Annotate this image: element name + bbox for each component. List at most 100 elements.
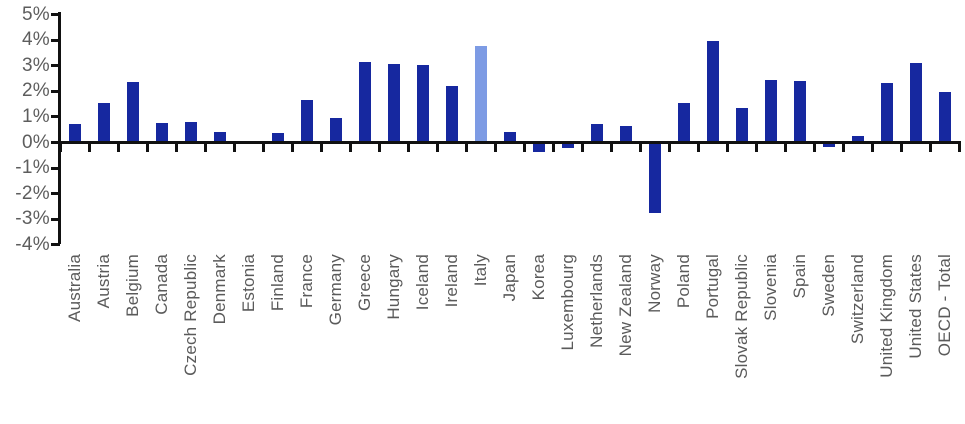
y-axis-label: 2% (21, 80, 50, 102)
x-tick (755, 144, 758, 152)
x-tick (378, 144, 381, 152)
bar-finland (271, 133, 284, 141)
x-axis-label: Greece (354, 254, 374, 311)
x-axis-label: Netherlands (586, 254, 606, 348)
x-axis-label: Canada (151, 254, 171, 315)
x-axis-label: Sweden (818, 254, 838, 317)
x-axis-label: Finland (267, 254, 287, 312)
x-axis-line (57, 141, 961, 144)
x-axis-label: Denmark (209, 254, 229, 325)
x-tick (842, 144, 845, 152)
y-tick (51, 115, 60, 119)
bar-united-states (909, 62, 922, 141)
bar-iceland (416, 65, 429, 141)
bar-ireland (445, 85, 458, 141)
x-tick (610, 144, 613, 152)
y-tick (51, 38, 60, 42)
x-tick (117, 144, 120, 152)
bar-netherlands (590, 124, 603, 141)
x-axis-label: Korea (528, 254, 548, 301)
x-axis-label: Estonia (238, 254, 258, 313)
bar-sweden (822, 144, 835, 147)
x-tick (639, 144, 642, 152)
x-axis-label: Slovak Republic (731, 254, 751, 379)
x-tick (262, 144, 265, 152)
x-axis-label: United States (905, 254, 925, 359)
bar-canada (155, 123, 168, 141)
x-tick (407, 144, 410, 152)
x-axis-label: Japan (499, 254, 519, 302)
x-axis-label: Slovenia (760, 254, 780, 321)
bar-italy (474, 46, 487, 141)
x-tick (88, 144, 91, 152)
y-tick (51, 89, 60, 93)
x-axis-label: Germany (325, 254, 345, 326)
x-tick (958, 144, 961, 152)
y-tick (51, 141, 60, 144)
x-tick (349, 144, 352, 152)
x-axis-label: Australia (64, 254, 84, 322)
x-tick (929, 144, 932, 152)
x-tick (813, 144, 816, 152)
bar-new-zealand (619, 125, 632, 141)
bar-norway (648, 144, 661, 214)
bar-slovak-republic (735, 107, 748, 141)
x-tick (59, 144, 62, 152)
x-tick (784, 144, 787, 152)
x-axis-label: Czech Republic (180, 254, 200, 376)
y-tick (51, 166, 60, 170)
y-tick (51, 13, 60, 16)
y-axis-label: 4% (21, 29, 50, 51)
y-tick (51, 192, 60, 196)
bar-luxembourg (561, 144, 574, 148)
bar-slovenia (764, 79, 777, 141)
x-tick (146, 144, 149, 152)
bar-australia (68, 124, 81, 141)
x-axis-label: Spain (789, 254, 809, 299)
x-tick (494, 144, 497, 152)
bar-denmark (213, 132, 226, 141)
y-tick (51, 243, 60, 247)
y-tick (51, 64, 60, 68)
y-axis-label: -4% (15, 233, 50, 255)
bar-oecd-total (938, 92, 951, 141)
x-tick (871, 144, 874, 152)
x-tick (233, 144, 236, 152)
bar-greece (358, 61, 371, 141)
bar-spain (793, 80, 806, 141)
x-axis-label: Belgium (122, 254, 142, 317)
x-tick (291, 144, 294, 152)
x-axis-label: Portugal (702, 254, 722, 319)
x-axis-label: Hungary (383, 254, 403, 320)
x-tick (697, 144, 700, 152)
x-axis-label: United Kingdom (876, 254, 896, 378)
y-axis-label: 1% (21, 105, 50, 127)
y-axis-label: -1% (15, 157, 50, 179)
bar-germany (329, 117, 342, 141)
x-axis-label: Iceland (412, 254, 432, 311)
x-axis-label: OECD - Total (934, 254, 954, 357)
x-tick (523, 144, 526, 152)
bar-hungary (387, 64, 400, 141)
bar-france (300, 100, 313, 141)
bar-united-kingdom (880, 83, 893, 141)
y-axis-label: -3% (15, 208, 50, 230)
x-tick (900, 144, 903, 152)
x-tick (726, 144, 729, 152)
y-axis-label: -2% (15, 182, 50, 204)
bar-poland (677, 102, 690, 141)
bar-belgium (126, 82, 139, 141)
x-tick (668, 144, 671, 152)
x-tick (581, 144, 584, 152)
bar-japan (503, 132, 516, 141)
y-axis-label: 5% (21, 3, 50, 25)
x-axis-label: Norway (644, 254, 664, 313)
x-axis-label: France (296, 254, 316, 309)
bar-czech-republic (184, 121, 197, 141)
bar-austria (97, 102, 110, 141)
bar-korea (532, 144, 545, 152)
x-axis-label: Italy (470, 254, 490, 287)
x-tick (436, 144, 439, 152)
y-tick (51, 217, 60, 221)
